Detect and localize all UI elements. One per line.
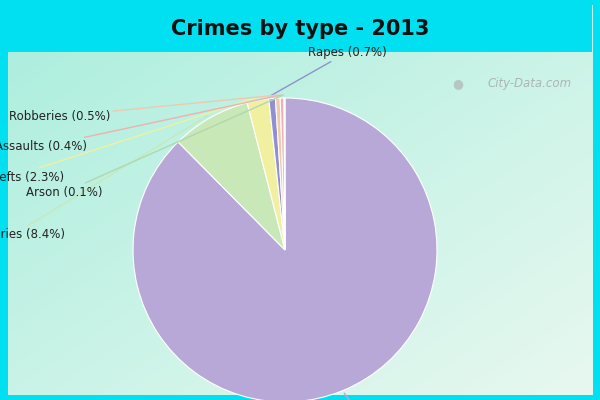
Text: ●: ● bbox=[452, 77, 463, 90]
Wedge shape bbox=[275, 98, 285, 250]
Text: Thefts (87.5%): Thefts (87.5%) bbox=[343, 393, 430, 400]
Wedge shape bbox=[247, 99, 285, 250]
Wedge shape bbox=[284, 98, 285, 250]
Text: Crimes by type - 2013: Crimes by type - 2013 bbox=[171, 18, 429, 38]
Text: Arson (0.1%): Arson (0.1%) bbox=[26, 95, 284, 199]
FancyBboxPatch shape bbox=[8, 5, 592, 52]
Wedge shape bbox=[280, 98, 285, 250]
Wedge shape bbox=[133, 98, 437, 400]
Text: Burglaries (8.4%): Burglaries (8.4%) bbox=[0, 116, 208, 241]
Text: City-Data.com: City-Data.com bbox=[487, 77, 571, 90]
Text: Rapes (0.7%): Rapes (0.7%) bbox=[271, 46, 386, 96]
Text: Robberies (0.5%): Robberies (0.5%) bbox=[9, 95, 277, 123]
Text: Auto thefts (2.3%): Auto thefts (2.3%) bbox=[0, 98, 256, 184]
Wedge shape bbox=[269, 98, 285, 250]
Text: Assaults (0.4%): Assaults (0.4%) bbox=[0, 95, 281, 153]
Wedge shape bbox=[178, 103, 285, 250]
